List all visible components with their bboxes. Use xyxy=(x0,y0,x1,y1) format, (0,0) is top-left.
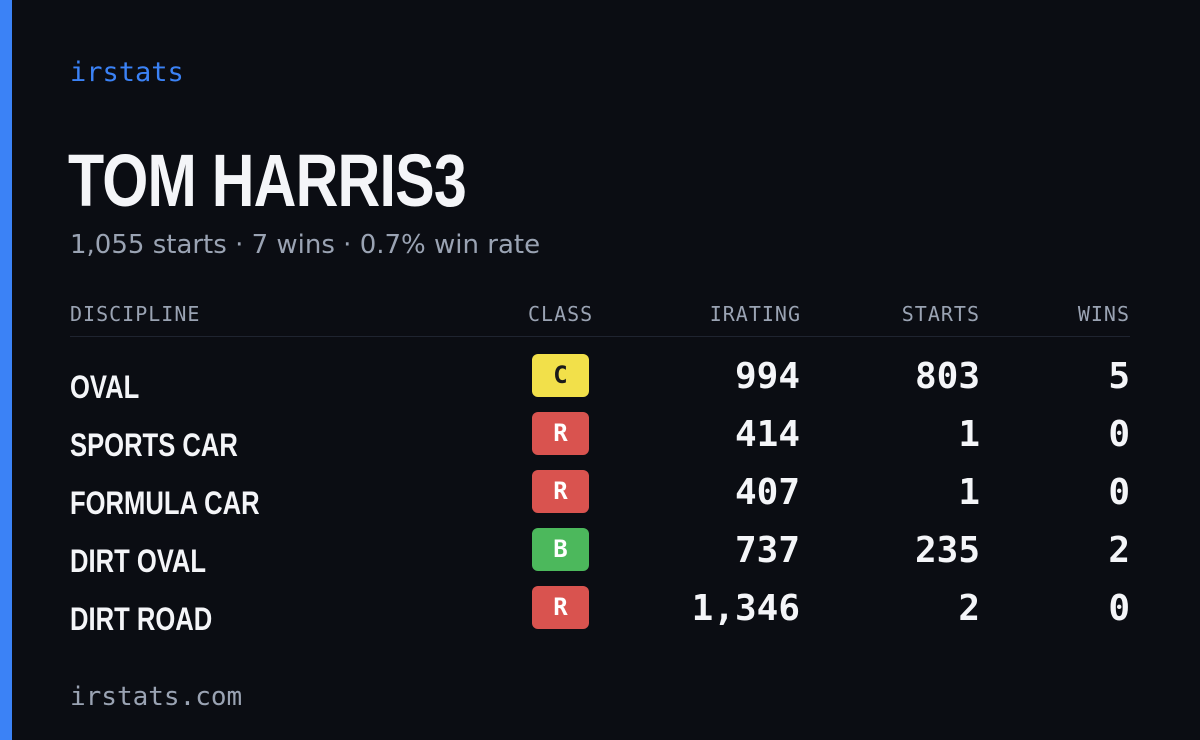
header-wins: WINS xyxy=(1077,302,1130,326)
discipline-name: DIRT OVAL xyxy=(70,543,207,579)
brand-logo[interactable]: irstats xyxy=(70,57,184,88)
table-row: DIRT OVAL B 737 235 2 xyxy=(0,528,1200,586)
header-starts: STARTS xyxy=(901,302,980,326)
discipline-name: FORMULA CAR xyxy=(70,485,260,521)
discipline-name: SPORTS CAR xyxy=(70,427,238,463)
class-badge: R xyxy=(532,586,589,629)
table-row: SPORTS CAR R 414 1 0 xyxy=(0,412,1200,470)
driver-name: TOM HARRIS3 xyxy=(68,139,467,222)
driver-summary: 1,055 starts · 7 wins · 0.7% win rate xyxy=(70,230,541,260)
discipline-name: OVAL xyxy=(70,369,140,405)
irating-value: 737 xyxy=(734,530,800,571)
starts-value: 803 xyxy=(914,356,980,397)
wins-value: 0 xyxy=(1108,472,1130,513)
wins-value: 0 xyxy=(1108,414,1130,455)
footer-url[interactable]: irstats.com xyxy=(70,682,243,712)
table-row: DIRT ROAD R 1,346 2 0 xyxy=(0,586,1200,644)
header-irating: IRATING xyxy=(709,302,801,326)
wins-value: 0 xyxy=(1108,588,1130,629)
starts-value: 2 xyxy=(958,588,980,629)
irating-value: 414 xyxy=(734,414,800,455)
irating-value: 1,346 xyxy=(691,588,800,629)
class-badge: C xyxy=(532,354,589,397)
header-divider xyxy=(70,336,1130,337)
class-badge: R xyxy=(532,412,589,455)
header-class: CLASS xyxy=(528,302,594,326)
class-badge: R xyxy=(532,470,589,513)
table-row: OVAL C 994 803 5 xyxy=(0,354,1200,412)
starts-value: 1 xyxy=(958,414,980,455)
wins-value: 5 xyxy=(1108,356,1130,397)
irating-value: 407 xyxy=(734,472,800,513)
class-badge: B xyxy=(532,528,589,571)
wins-value: 2 xyxy=(1108,530,1130,571)
header-discipline: DISCIPLINE xyxy=(70,302,201,326)
starts-value: 235 xyxy=(914,530,980,571)
table-row: FORMULA CAR R 407 1 0 xyxy=(0,470,1200,528)
discipline-name: DIRT ROAD xyxy=(70,601,213,637)
starts-value: 1 xyxy=(958,472,980,513)
accent-bar xyxy=(0,0,12,740)
irating-value: 994 xyxy=(734,356,800,397)
